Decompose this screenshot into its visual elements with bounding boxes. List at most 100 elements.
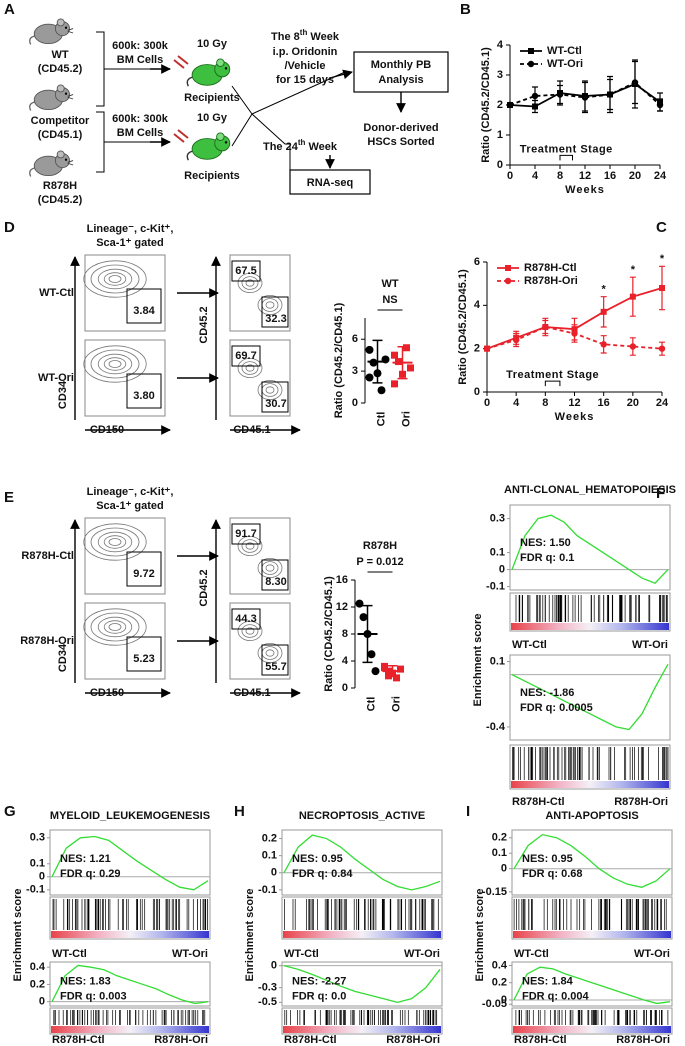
y-axis-label: Enrichment score	[12, 889, 24, 982]
y-axis-label: Ratio (CD45.2/CD45.1)	[480, 47, 492, 163]
contour	[103, 272, 127, 286]
donor-strain: (CD45.2)	[38, 194, 83, 206]
marker	[629, 293, 636, 300]
enrichment-curve	[51, 835, 209, 891]
group-label: WT-Ori	[172, 948, 208, 960]
axis-label: CD45.1	[233, 424, 270, 436]
data-point	[397, 665, 404, 673]
marker	[532, 103, 538, 110]
contour	[241, 276, 259, 290]
donor-name: Competitor	[31, 115, 90, 127]
marker	[531, 92, 539, 100]
row-label: R878H-Ctl	[21, 550, 74, 562]
recipient-label: Recipients	[184, 92, 240, 104]
panel-label: B	[460, 1, 471, 18]
contour	[97, 531, 133, 553]
x-tick-label: 4	[532, 170, 539, 182]
rank-gradient	[283, 1026, 441, 1033]
cell-dose: 600k: 300k	[112, 40, 169, 52]
axis-label: CD45.2	[198, 569, 210, 606]
rank-gradient	[51, 1026, 209, 1033]
marker	[629, 343, 637, 350]
data-point	[395, 358, 402, 366]
group-label: WT-Ctl	[514, 948, 549, 960]
y-tick-label: -0.5	[258, 996, 277, 1008]
contour	[265, 564, 275, 572]
gate	[126, 636, 162, 672]
mouse-icon	[29, 150, 74, 178]
contour	[265, 301, 275, 309]
x-tick-label: 4	[513, 397, 520, 409]
x-tick-label: 20	[627, 397, 639, 409]
box	[289, 169, 371, 195]
legend-marker	[504, 277, 512, 285]
sd-bar	[387, 664, 398, 678]
data-point	[365, 373, 374, 382]
gate-value: 3.84	[133, 305, 155, 317]
donor-name: WT	[51, 49, 68, 61]
y-tick-label: 0.1	[492, 847, 507, 859]
marker	[659, 285, 665, 291]
contour	[97, 616, 133, 638]
plot-frame	[49, 961, 211, 1007]
marker	[571, 330, 578, 337]
contour	[83, 608, 147, 646]
y-tick-label: 0	[271, 867, 277, 879]
fdr-label: FDR q: 0.0005	[520, 702, 593, 714]
sd-bar	[372, 339, 383, 384]
panel-label: A	[4, 1, 15, 18]
contour	[265, 649, 275, 657]
marker	[556, 91, 564, 98]
legend-marker	[527, 60, 535, 68]
annotation: Treatment Stage	[506, 369, 599, 381]
y-tick-label: 3	[352, 365, 358, 377]
contour	[108, 360, 122, 368]
x-tick-label: 0	[484, 397, 490, 409]
flow-plot	[229, 602, 291, 680]
enrichment-curve	[283, 965, 441, 1004]
x-axis-label: Weeks	[565, 184, 605, 196]
plot-frame	[509, 504, 671, 591]
contour	[245, 627, 255, 635]
contour	[83, 260, 147, 298]
y-tick-label: 2	[474, 343, 480, 355]
text: th	[298, 138, 306, 147]
group-label: R878H-Ori	[386, 1034, 440, 1046]
panel-label: D	[4, 219, 15, 236]
irradiation: 10 Gy	[197, 38, 228, 50]
y-tick-label: -0.3	[258, 982, 277, 994]
y-tick-label: 0	[474, 386, 480, 398]
x-tick-label: 20	[629, 170, 641, 182]
chart-title: R878H	[363, 540, 397, 552]
contour	[90, 349, 140, 379]
data-point	[393, 674, 400, 682]
y-tick-label: -0.15	[482, 886, 507, 898]
y-tick-label: 0.2	[492, 832, 507, 844]
y-tick-label: -0.4	[486, 721, 506, 733]
x-tick-label: Ctl	[375, 412, 387, 427]
x-tick-label: 0	[507, 170, 513, 182]
fdr-label: FDR q: 0.004	[522, 991, 590, 1003]
enrichment-curve	[513, 833, 671, 888]
axis-label: CD34	[57, 380, 69, 409]
hit-lines	[512, 747, 669, 780]
data-point	[391, 351, 398, 359]
y-tick-label: 0.1	[490, 547, 505, 559]
data-point	[365, 345, 374, 354]
contour	[237, 272, 263, 293]
y-axis-label: Enrichment score	[474, 889, 486, 982]
x-tick-label: Ori	[400, 411, 412, 427]
data-point	[359, 613, 368, 622]
y-tick-label: 0.2	[492, 977, 507, 989]
group-label: R878H-Ori	[616, 1034, 670, 1046]
data-point	[407, 364, 414, 372]
y-tick-label: 0.1	[490, 655, 505, 667]
gate-value: 91.7	[235, 528, 256, 540]
panel-label: F	[656, 485, 665, 502]
data-point	[371, 667, 380, 676]
marker	[600, 341, 607, 348]
fdr-label: FDR q: 0.84	[292, 868, 353, 880]
legend-label: R878H-Ori	[524, 275, 578, 287]
gate	[231, 523, 261, 545]
